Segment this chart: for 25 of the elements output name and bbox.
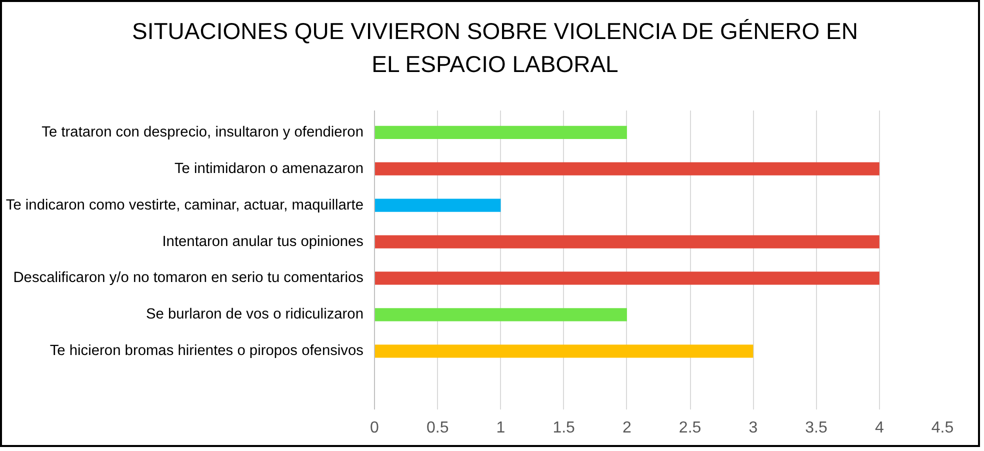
y-tick-label: Te hicieron bromas hirientes o piropos ofensivos xyxy=(50,343,364,360)
bar xyxy=(374,344,754,358)
y-tick-label: Se burlaron de vos o ridiculizaron xyxy=(146,306,364,323)
x-tick-label: 1 xyxy=(496,420,506,436)
bar xyxy=(374,198,501,212)
x-tick-label: 2 xyxy=(622,420,632,436)
bar xyxy=(374,162,880,176)
x-tick-label: 0 xyxy=(370,420,380,436)
chart-title: SITUACIONES QUE VIVIERON SOBRE VIOLENCIA DE GÉNERO EN EL ESPACIO LABORAL xyxy=(132,17,858,80)
x-tick-label: 3.5 xyxy=(805,420,828,436)
x-tick-label: 4 xyxy=(874,420,884,436)
bar xyxy=(374,126,627,139)
y-tick-label: Descalificaron y/o no tomaron en serio tu comentarios xyxy=(13,270,364,286)
y-tick-label: Te trataron con desprecio, insultaron y ofendieron xyxy=(42,124,364,140)
bar xyxy=(374,308,627,322)
x-tick-label: 4.5 xyxy=(931,420,954,436)
bar xyxy=(374,272,880,285)
x-tick-label: 0.5 xyxy=(426,420,449,436)
y-tick-label: Intentaron anular tus opiniones xyxy=(162,234,364,250)
x-tick-label: 2.5 xyxy=(678,420,702,436)
y-tick-label: Te indicaron como vestirte, caminar, actuar, maquillarte xyxy=(6,197,364,214)
x-tick-label: 3 xyxy=(748,420,758,436)
bar xyxy=(374,235,880,248)
y-tick-label: Te intimidaron o amenazaron xyxy=(174,160,364,177)
x-tick-label: 1.5 xyxy=(552,420,576,436)
